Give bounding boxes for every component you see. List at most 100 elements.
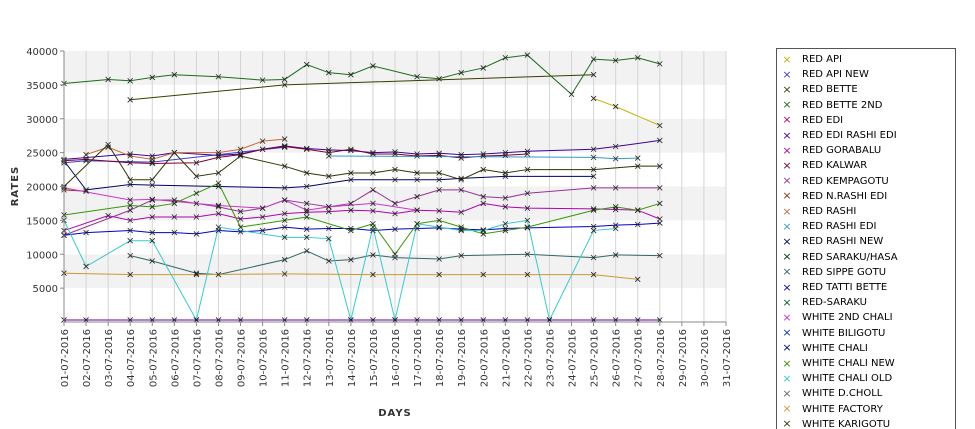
- data-point: [590, 154, 597, 161]
- data-point: [149, 176, 156, 183]
- data-point: [436, 225, 442, 231]
- data-point: [348, 200, 354, 207]
- data-point: [392, 166, 398, 173]
- data-point: [237, 153, 244, 159]
- data-point: [502, 204, 509, 210]
- x-tick-label: 11-07-2016: [281, 329, 292, 387]
- data-point: [281, 224, 288, 230]
- legend-label: RED TATTI BETTE: [802, 282, 888, 293]
- x-tick-label: 05-07-2016: [148, 329, 159, 387]
- series-line: [328, 155, 638, 160]
- data-point: [149, 258, 156, 264]
- x-tick-label: 25-07-2016: [590, 329, 601, 387]
- data-point: [348, 170, 354, 176]
- data-point: [171, 200, 178, 207]
- data-point: [657, 137, 663, 144]
- data-point: [303, 183, 310, 190]
- x-tick-label: 03-07-2016: [104, 329, 115, 387]
- data-point: [127, 217, 133, 224]
- data-point: [657, 163, 663, 169]
- data-point: [83, 157, 89, 164]
- data-point: [326, 235, 332, 242]
- legend-label: RED BETTE 2ND: [802, 99, 883, 111]
- data-point: [215, 152, 222, 159]
- data-point: [436, 152, 442, 159]
- data-point: [326, 173, 332, 180]
- data-point: [524, 251, 531, 258]
- legend-marker-icon: ×: [782, 158, 792, 172]
- data-point: [171, 71, 178, 78]
- legend-marker-icon: ×: [782, 402, 792, 416]
- x-tick-label: 04-07-2016: [126, 329, 137, 387]
- data-point: [303, 170, 310, 176]
- legend-label: RED KALWAR: [802, 160, 868, 172]
- data-point: [281, 217, 288, 224]
- data-point: [127, 78, 133, 84]
- data-point: [590, 207, 597, 213]
- data-point: [215, 210, 222, 217]
- data-point: [370, 187, 376, 193]
- x-tick-label: 17-07-2016: [413, 329, 424, 387]
- data-point: [612, 252, 619, 258]
- data-point: [436, 150, 442, 157]
- data-point: [370, 63, 376, 69]
- data-point: [524, 166, 531, 173]
- legend-label: RED API: [802, 54, 842, 65]
- legend-item: × RED RASHI EDI: [781, 219, 877, 234]
- data-point: [281, 76, 288, 83]
- data-point: [436, 224, 442, 230]
- data-point: [590, 271, 597, 278]
- legend-label: RED BETTE: [802, 84, 858, 96]
- data-point: [370, 252, 376, 258]
- data-point: [524, 190, 531, 197]
- data-point: [524, 271, 531, 278]
- x-tick-label: 19-07-2016: [457, 329, 468, 387]
- legend-item: × RED KALWAR: [781, 158, 867, 173]
- data-point: [634, 276, 641, 283]
- data-point: [480, 153, 487, 159]
- x-tick-label: 20-07-2016: [479, 329, 490, 387]
- data-point: [281, 143, 288, 150]
- data-point: [414, 153, 420, 159]
- legend-marker-icon: ×: [782, 234, 792, 248]
- data-point: [392, 226, 398, 232]
- data-point: [149, 159, 156, 165]
- data-point: [83, 188, 89, 195]
- data-point: [281, 82, 288, 88]
- data-point: [414, 176, 420, 183]
- data-point: [149, 197, 156, 203]
- legend-item: × RED TATTI BETTE: [781, 280, 887, 295]
- data-point: [612, 143, 619, 150]
- legend-label: RED RASHI EDI: [802, 221, 877, 233]
- data-point: [458, 209, 464, 216]
- data-point: [590, 173, 597, 180]
- data-point: [303, 145, 310, 152]
- data-point: [480, 227, 487, 234]
- data-point: [193, 173, 200, 180]
- data-point: [657, 216, 663, 222]
- data-point: [436, 208, 442, 214]
- data-point: [281, 197, 288, 203]
- data-point: [370, 151, 376, 157]
- data-point: [590, 227, 597, 234]
- data-point: [127, 96, 133, 103]
- series-line: [63, 272, 638, 280]
- legend-label: RED SIPPE GOTU: [802, 266, 887, 278]
- data-point: [215, 149, 222, 156]
- data-point: [105, 144, 111, 150]
- data-point: [326, 225, 332, 232]
- data-point: [370, 170, 376, 176]
- legend-item: × WHITE BILIGOTU: [781, 326, 885, 341]
- data-point: [149, 182, 156, 188]
- data-point: [458, 69, 464, 76]
- data-point: [259, 146, 266, 153]
- legend-marker-icon: ×: [782, 128, 792, 142]
- data-point: [370, 208, 376, 214]
- x-axis-title: DAYS: [378, 408, 412, 419]
- data-point: [171, 149, 178, 156]
- data-point: [215, 204, 222, 210]
- data-point: [83, 187, 89, 193]
- data-point: [348, 176, 354, 183]
- legend-item: × WHITE CHALI: [781, 341, 867, 356]
- data-point: [326, 204, 332, 210]
